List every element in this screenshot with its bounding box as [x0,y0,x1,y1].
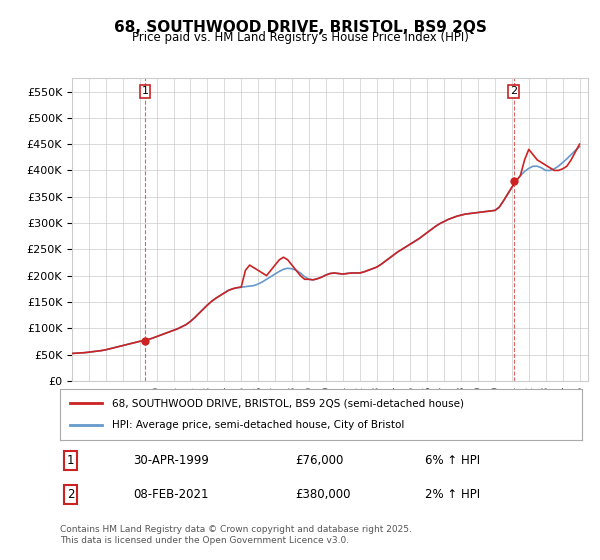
Text: 2: 2 [510,86,517,96]
Text: 08-FEB-2021: 08-FEB-2021 [133,488,209,501]
Text: 2: 2 [67,488,74,501]
Text: 30-APR-1999: 30-APR-1999 [133,454,209,467]
Text: 2% ↑ HPI: 2% ↑ HPI [425,488,481,501]
Text: 6% ↑ HPI: 6% ↑ HPI [425,454,481,467]
Text: £380,000: £380,000 [295,488,350,501]
Text: 1: 1 [67,454,74,467]
Text: Price paid vs. HM Land Registry's House Price Index (HPI): Price paid vs. HM Land Registry's House … [131,31,469,44]
Text: £76,000: £76,000 [295,454,343,467]
Text: HPI: Average price, semi-detached house, City of Bristol: HPI: Average price, semi-detached house,… [112,421,404,431]
Text: Contains HM Land Registry data © Crown copyright and database right 2025.
This d: Contains HM Land Registry data © Crown c… [60,525,412,545]
Text: 68, SOUTHWOOD DRIVE, BRISTOL, BS9 2QS: 68, SOUTHWOOD DRIVE, BRISTOL, BS9 2QS [113,20,487,35]
Text: 68, SOUTHWOOD DRIVE, BRISTOL, BS9 2QS (semi-detached house): 68, SOUTHWOOD DRIVE, BRISTOL, BS9 2QS (s… [112,398,464,408]
Text: 1: 1 [142,86,149,96]
